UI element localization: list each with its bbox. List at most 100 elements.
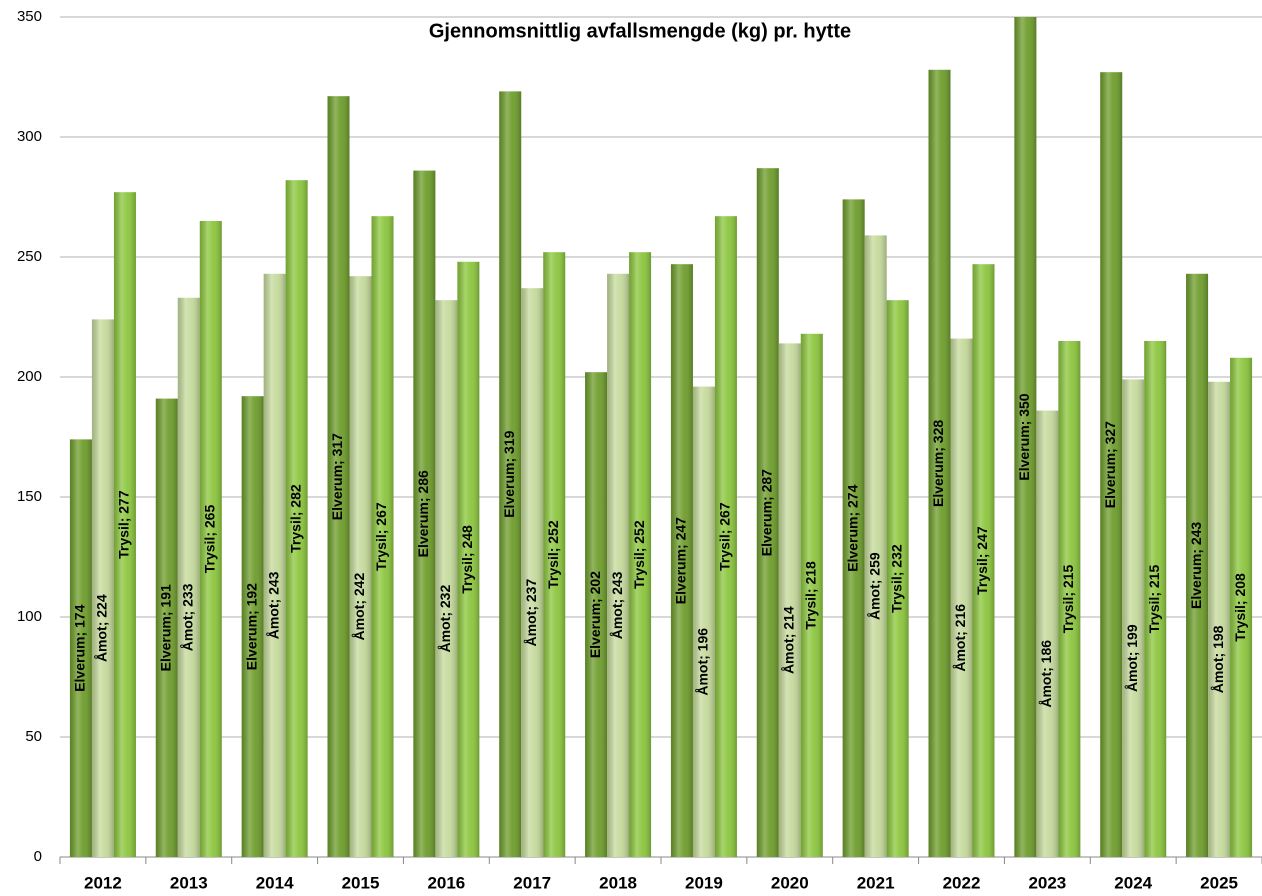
data-label: Åmot; 214 bbox=[780, 606, 796, 674]
data-label: Trysil; 265 bbox=[201, 505, 217, 574]
data-label: Åmot; 216 bbox=[952, 604, 968, 672]
data-label: Trysil; 248 bbox=[459, 525, 475, 594]
data-label: Åmot; 243 bbox=[609, 571, 625, 639]
bar-shine bbox=[714, 216, 737, 857]
bar-shine bbox=[1230, 357, 1253, 857]
bar-shine bbox=[371, 216, 394, 857]
x-tick-label: 2023 bbox=[1028, 873, 1066, 892]
data-label: Trysil; 247 bbox=[974, 526, 990, 595]
data-label: Elverum; 174 bbox=[72, 604, 88, 691]
data-label: Elverum; 192 bbox=[243, 583, 259, 670]
bar-shine bbox=[1144, 341, 1167, 857]
x-tick-label: 2014 bbox=[256, 873, 294, 892]
bar-shine bbox=[1186, 273, 1209, 857]
bar-shine bbox=[928, 69, 951, 858]
bar-shine bbox=[457, 261, 480, 857]
bar-shine bbox=[1058, 341, 1081, 857]
bar-shine bbox=[69, 439, 92, 857]
series bbox=[91, 235, 1231, 858]
x-tick-label: 2020 bbox=[771, 873, 809, 892]
x-tick-label: 2025 bbox=[1200, 873, 1238, 892]
x-tick-label: 2017 bbox=[513, 873, 551, 892]
x-tick-label: 2012 bbox=[84, 873, 122, 892]
bar-shine bbox=[972, 264, 995, 857]
bar-shine bbox=[585, 372, 608, 857]
y-tick-label: 0 bbox=[34, 848, 42, 865]
bar-shine bbox=[155, 398, 178, 857]
bars bbox=[69, 17, 1253, 858]
y-tick-label: 350 bbox=[17, 8, 42, 25]
data-label: Åmot; 243 bbox=[265, 571, 281, 639]
x-tick-label: 2021 bbox=[857, 873, 895, 892]
x-tick-label: 2013 bbox=[170, 873, 208, 892]
bar-shine bbox=[263, 273, 286, 857]
data-label: Trysil; 267 bbox=[717, 502, 733, 571]
x-tick-label: 2024 bbox=[1114, 873, 1152, 892]
bar-shine bbox=[800, 333, 823, 857]
data-label: Åmot; 237 bbox=[523, 579, 539, 647]
data-label: Elverum; 350 bbox=[1016, 393, 1032, 480]
bar-shine bbox=[629, 252, 652, 857]
data-label: Elverum; 287 bbox=[758, 469, 774, 556]
x-tick-label: 2016 bbox=[427, 873, 465, 892]
bar-shine bbox=[1100, 72, 1123, 857]
data-label: Trysil; 208 bbox=[1232, 573, 1248, 642]
x-tick-label: 2018 bbox=[599, 873, 637, 892]
bar-shine bbox=[950, 338, 973, 858]
data-label: Trysil; 232 bbox=[888, 544, 904, 613]
bar-shine bbox=[864, 235, 887, 857]
data-label: Trysil; 252 bbox=[545, 520, 561, 589]
data-label: Elverum; 202 bbox=[587, 571, 603, 658]
bar-shine bbox=[778, 343, 801, 857]
data-label: Åmot; 199 bbox=[1124, 624, 1140, 692]
bar-shine bbox=[199, 221, 222, 857]
bar-shine bbox=[521, 288, 544, 857]
data-label: Åmot; 259 bbox=[866, 552, 882, 620]
bar-shine bbox=[349, 276, 372, 857]
data-label: Trysil; 282 bbox=[287, 484, 303, 553]
data-label: Trysil; 252 bbox=[631, 520, 647, 589]
data-label: Trysil; 215 bbox=[1146, 565, 1162, 634]
y-tick-label: 150 bbox=[17, 488, 42, 505]
bar-shine bbox=[1122, 379, 1145, 857]
data-label: Elverum; 191 bbox=[157, 584, 173, 671]
data-label: Trysil; 215 bbox=[1060, 565, 1076, 634]
bar-shine bbox=[435, 300, 458, 857]
bar-shine bbox=[91, 319, 114, 857]
bar-shine bbox=[327, 96, 350, 857]
data-label: Elverum; 319 bbox=[501, 430, 517, 517]
bar-shine bbox=[842, 199, 865, 857]
series bbox=[69, 17, 1209, 858]
x-tick-label: 2015 bbox=[342, 873, 380, 892]
bar-shine bbox=[692, 386, 715, 857]
data-label: Elverum; 247 bbox=[673, 517, 689, 604]
data-label: Elverum; 317 bbox=[329, 433, 345, 520]
bar-shine bbox=[413, 170, 436, 858]
bar-shine bbox=[886, 300, 909, 857]
bar-shine bbox=[607, 273, 630, 857]
data-label: Åmot; 198 bbox=[1210, 625, 1226, 693]
data-label: Åmot; 233 bbox=[179, 583, 195, 651]
bar-shine bbox=[177, 297, 200, 857]
data-label: Elverum; 328 bbox=[930, 420, 946, 507]
data-label: Elverum; 243 bbox=[1188, 522, 1204, 609]
bar-shine bbox=[285, 180, 308, 857]
data-label: Elverum; 327 bbox=[1102, 421, 1118, 508]
bar-shine bbox=[1014, 17, 1037, 857]
chart-title: Gjennomsnittlig avfallsmengde (kg) pr. h… bbox=[429, 20, 851, 42]
bar-shine bbox=[543, 252, 566, 857]
y-tick-label: 250 bbox=[17, 248, 42, 265]
bar-shine bbox=[241, 396, 264, 857]
data-label: Åmot; 196 bbox=[695, 628, 711, 696]
data-label: Åmot; 224 bbox=[94, 594, 110, 662]
data-label: Elverum; 286 bbox=[415, 470, 431, 557]
bar-shine bbox=[499, 91, 522, 857]
data-label: Trysil; 218 bbox=[802, 561, 818, 630]
x-tick-label: 2022 bbox=[943, 873, 981, 892]
y-tick-label: 50 bbox=[25, 728, 42, 745]
labels: Elverum; 174 Elverum; 191 Elverum; 192 Elve… bbox=[72, 393, 1248, 892]
y-tick-label: 300 bbox=[17, 128, 42, 145]
bar-shine bbox=[756, 168, 779, 857]
data-label: Åmot; 242 bbox=[351, 573, 367, 641]
